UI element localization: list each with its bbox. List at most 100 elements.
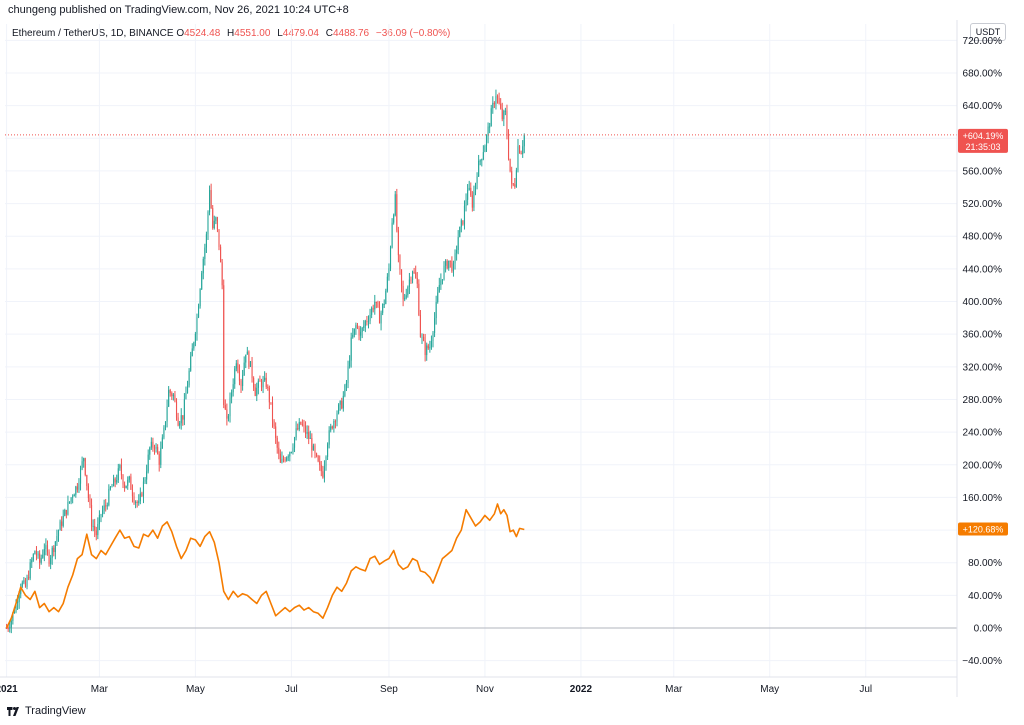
candle-body <box>323 466 325 478</box>
candle-body <box>243 362 245 376</box>
candle-body <box>78 483 80 490</box>
candle-body <box>328 430 330 445</box>
candle-body <box>495 96 497 105</box>
candle-body <box>265 377 267 387</box>
candle-body <box>279 453 281 463</box>
candle-body <box>400 269 403 286</box>
candle-body <box>6 628 8 630</box>
comparison-series-line <box>5 503 525 629</box>
y-tick-label: 280.00% <box>963 395 1003 406</box>
y-tick-label: 0.00% <box>974 624 1002 635</box>
candle-body <box>31 560 33 563</box>
x-tick-label: Mar <box>91 684 109 695</box>
eth-price-badge-pct: +604.19% <box>963 131 1004 141</box>
y-tick-label: 240.00% <box>963 428 1003 439</box>
candle-body <box>50 557 52 565</box>
candle-body <box>232 384 234 393</box>
candle-body <box>56 536 58 542</box>
candle-body <box>459 226 461 238</box>
candle-body <box>81 461 83 469</box>
candle-body <box>234 368 236 385</box>
candle-body <box>9 627 11 629</box>
x-tick-label: May <box>760 684 779 695</box>
candle-body <box>117 468 119 481</box>
candle-body <box>103 505 105 511</box>
symbol-name[interactable]: Ethereum / TetherUS, 1D, BINANCE <box>12 28 174 39</box>
x-tick-label: 2022 <box>570 684 593 695</box>
candle-body <box>193 342 195 349</box>
price-badges: +604.19%21:35:03 +120.68% <box>958 128 1008 536</box>
candle-body <box>72 496 74 498</box>
candle-body <box>411 271 414 280</box>
candle-body <box>125 485 127 489</box>
tradingview-logo-icon <box>7 706 19 716</box>
candle-body <box>89 498 91 506</box>
candle-body <box>15 602 17 613</box>
candle-body <box>297 428 299 430</box>
candle-body <box>157 447 159 454</box>
footer: TradingView <box>6 705 86 717</box>
candle-body <box>75 486 77 495</box>
candle-body <box>76 486 78 490</box>
candle-body <box>48 551 50 565</box>
candle-body <box>286 457 288 461</box>
candle-body <box>484 146 486 153</box>
candle-body <box>238 371 241 381</box>
candle-body <box>308 431 310 439</box>
candle-body <box>503 111 505 120</box>
candle-body <box>119 465 121 469</box>
candle-body <box>350 337 352 361</box>
candle-body <box>164 421 167 428</box>
candle-body <box>34 551 36 555</box>
candle-body <box>404 297 406 300</box>
candle-body <box>40 557 42 563</box>
candle-body <box>363 325 365 328</box>
candle-body <box>177 417 179 426</box>
candle-body <box>276 437 278 448</box>
candle-body <box>490 108 492 127</box>
candle-body <box>430 341 432 348</box>
candle-body <box>454 253 456 264</box>
candle-body <box>457 237 459 250</box>
candle-body <box>393 215 395 223</box>
candle-body <box>172 394 174 397</box>
candle-body <box>347 366 349 384</box>
candle-body <box>320 464 322 472</box>
candle-body <box>273 420 275 427</box>
footer-brand[interactable]: TradingView <box>25 705 86 717</box>
candle-body <box>155 447 157 449</box>
candle-body <box>317 455 319 462</box>
candle-body <box>180 415 182 424</box>
candle-body <box>152 441 154 448</box>
y-tick-label: 440.00% <box>963 264 1003 275</box>
candle-body <box>429 347 431 349</box>
candle-body <box>13 612 15 614</box>
candle-body <box>492 102 494 109</box>
close-value: 4488.76 <box>332 28 370 39</box>
candle-body <box>434 318 436 333</box>
candle-body <box>476 176 478 184</box>
candle-body <box>10 620 12 628</box>
candle-body <box>62 515 64 526</box>
candle-body <box>249 361 252 367</box>
candle-body <box>402 285 404 300</box>
close-label: C <box>325 28 333 39</box>
candle-body <box>223 285 225 405</box>
candle-body <box>485 136 488 147</box>
low-value: 4479.04 <box>282 28 319 39</box>
candle-body <box>68 501 71 503</box>
y-tick-label: 720.00% <box>963 36 1003 47</box>
price-scale-unit-button[interactable]: USDT <box>970 23 1006 41</box>
y-tick-label: 520.00% <box>963 199 1003 210</box>
candle-body <box>416 278 418 284</box>
candle-body <box>344 385 346 396</box>
candle-body <box>432 332 434 342</box>
candle-body <box>375 301 377 303</box>
candle-body <box>356 325 359 328</box>
candle-body <box>377 302 379 307</box>
candle-body <box>419 315 421 337</box>
candle-body <box>289 452 291 457</box>
candle-body <box>158 453 160 465</box>
candle-body <box>295 428 297 438</box>
